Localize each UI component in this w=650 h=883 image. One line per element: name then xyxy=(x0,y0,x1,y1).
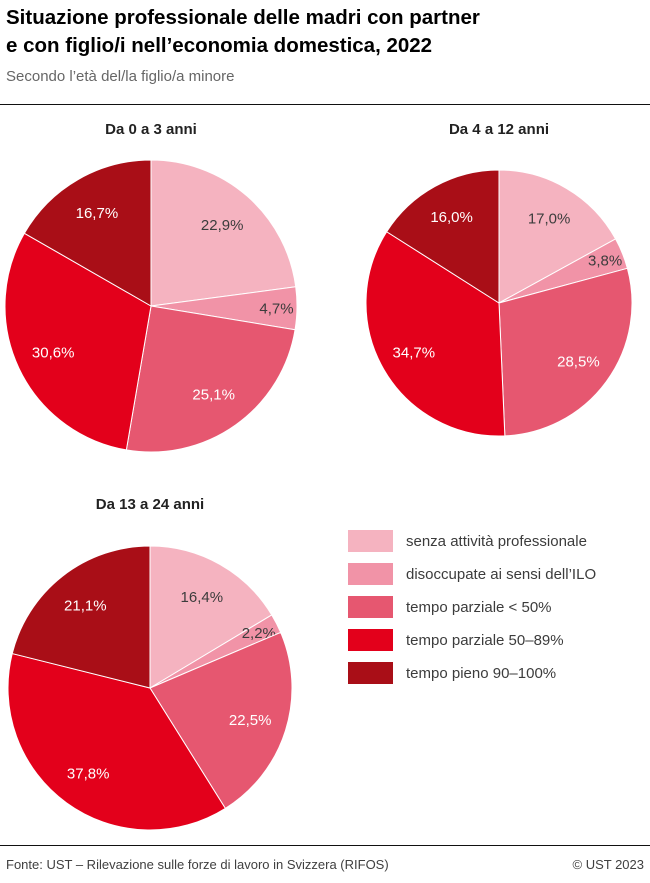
legend-swatch xyxy=(348,629,393,651)
pie-slice xyxy=(8,653,226,830)
pie-slice-value-label: 37,8% xyxy=(67,765,110,782)
pie-slice xyxy=(498,170,617,304)
pie-slice xyxy=(5,232,152,451)
pie-chart-4-12: 17,0% 3,8% 28,5% 34,7% 16,0% xyxy=(366,170,632,436)
pie-slice-value-label: 30,6% xyxy=(32,344,75,361)
legend-swatch xyxy=(348,662,393,684)
pie-title-0-3: Da 0 a 3 anni xyxy=(105,121,197,138)
legend-label: tempo pieno 90–100% xyxy=(406,664,557,682)
pie-slice xyxy=(11,546,151,689)
legend-item: tempo parziale < 50% xyxy=(348,596,596,618)
legend-label: tempo parziale 50–89% xyxy=(406,631,564,649)
pie-slice-value-label: 28,5% xyxy=(557,353,600,370)
pie-slice-value-label: 17,0% xyxy=(528,211,571,228)
page-title-line1: Situazione professionale delle madri con… xyxy=(6,6,480,29)
divider-top xyxy=(0,104,650,105)
legend-label: tempo parziale < 50% xyxy=(406,598,552,616)
pie-slice-value-label: 4,7% xyxy=(259,300,293,317)
pie-slice xyxy=(386,170,500,304)
pie-slice-value-label: 34,7% xyxy=(393,345,436,362)
pie-title-13-24: Da 13 a 24 anni xyxy=(95,496,205,513)
legend: senza attività professionale disoccupate … xyxy=(348,530,596,695)
pie-svg: 17,0% 3,8% 28,5% 34,7% 16,0% xyxy=(366,170,632,436)
pie-slice-value-label: 16,4% xyxy=(181,589,224,606)
pie-slice-value-label: 25,1% xyxy=(192,386,235,403)
legend-swatch xyxy=(348,530,393,552)
pie-slice xyxy=(149,631,292,809)
legend-label: disoccupate ai sensi dell’ILO xyxy=(406,565,597,583)
pie-slice xyxy=(149,546,273,689)
pie-svg: 16,4%2,2%22,5%37,8%21,1% xyxy=(8,546,292,830)
legend-item: tempo pieno 90–100% xyxy=(348,662,596,684)
pie-title-4-12: Da 4 a 12 anni xyxy=(448,121,550,138)
pie-slice xyxy=(366,231,506,436)
source-note: Fonte: UST – Rilevazione sulle forze di … xyxy=(6,857,389,872)
pie-slice-value-label: 16,7% xyxy=(76,205,119,222)
pie-chart-0-3: 22,9% 4,7% 25,1% 30,6% 16,7% xyxy=(5,160,297,452)
page-title-line2: e con figlio/i nell’economia domestica, … xyxy=(6,33,433,57)
pie-slice-value-label: 3,8% xyxy=(588,252,622,269)
pie-slice-value-label: 21,1% xyxy=(64,597,107,614)
pie-slice-value-label: 22,9% xyxy=(201,217,244,234)
pie-slice xyxy=(23,160,152,307)
page-subtitle: Secondo l’età del/la figlio/a minore xyxy=(6,68,235,85)
pie-slice-value-label: 22,5% xyxy=(229,712,272,729)
pie-slice-value-label: 16,0% xyxy=(430,209,473,226)
pie-slice xyxy=(498,267,632,436)
legend-item: tempo parziale 50–89% xyxy=(348,629,596,651)
copyright-note: © UST 2023 xyxy=(572,857,645,872)
pie-chart-13-24: 16,4% 2,2% 22,5% 37,8% 21,1% xyxy=(8,546,292,830)
page-title: Situazione professionale delle madri con… xyxy=(6,4,636,59)
divider-bottom xyxy=(0,845,650,846)
legend-item: disoccupate ai sensi dell’ILO xyxy=(348,563,596,585)
pie-svg: 22,9% 4,7% 25,1% 30,6% 16,7% xyxy=(5,160,297,452)
legend-swatch xyxy=(348,596,393,618)
legend-item: senza attività professionale xyxy=(348,530,596,552)
legend-label: senza attività professionale xyxy=(406,532,587,550)
legend-swatch xyxy=(348,563,393,585)
pie-slice xyxy=(150,160,297,307)
pie-slice xyxy=(125,305,296,452)
